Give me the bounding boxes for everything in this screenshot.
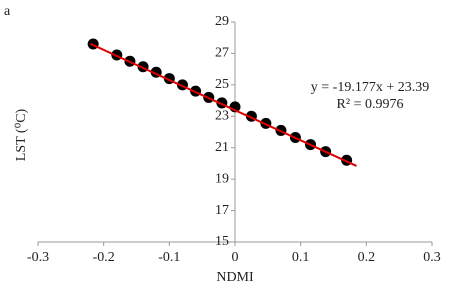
r-squared: R² = 0.9976 — [337, 97, 404, 112]
equation: y = -19.177x + 23.39 — [311, 80, 429, 95]
y-tick-label: 15 — [215, 234, 229, 249]
y-tick-label: 21 — [215, 140, 229, 155]
y-tick-label: 27 — [215, 46, 229, 61]
x-tick-label: -0.2 — [93, 250, 115, 265]
y-tick-label: 25 — [215, 77, 229, 92]
y-tick-label: 19 — [215, 171, 229, 186]
y-tick-label: 29 — [215, 14, 229, 29]
x-tick-label: -0.1 — [158, 250, 180, 265]
x-tick-label: 0.2 — [358, 250, 376, 265]
x-tick-label: -0.3 — [27, 250, 49, 265]
y-tick-label: 17 — [215, 203, 229, 218]
trendline — [90, 42, 357, 167]
y-tick-label: 23 — [215, 109, 229, 124]
y-axis-label: LST (⁰C) — [14, 108, 29, 161]
x-axis-label: NDMI — [216, 270, 254, 285]
x-tick-label: 0.3 — [423, 250, 441, 265]
x-tick-label: 0.1 — [292, 250, 310, 265]
panel-label: a — [4, 4, 11, 19]
x-tick-label: 0 — [232, 250, 239, 265]
